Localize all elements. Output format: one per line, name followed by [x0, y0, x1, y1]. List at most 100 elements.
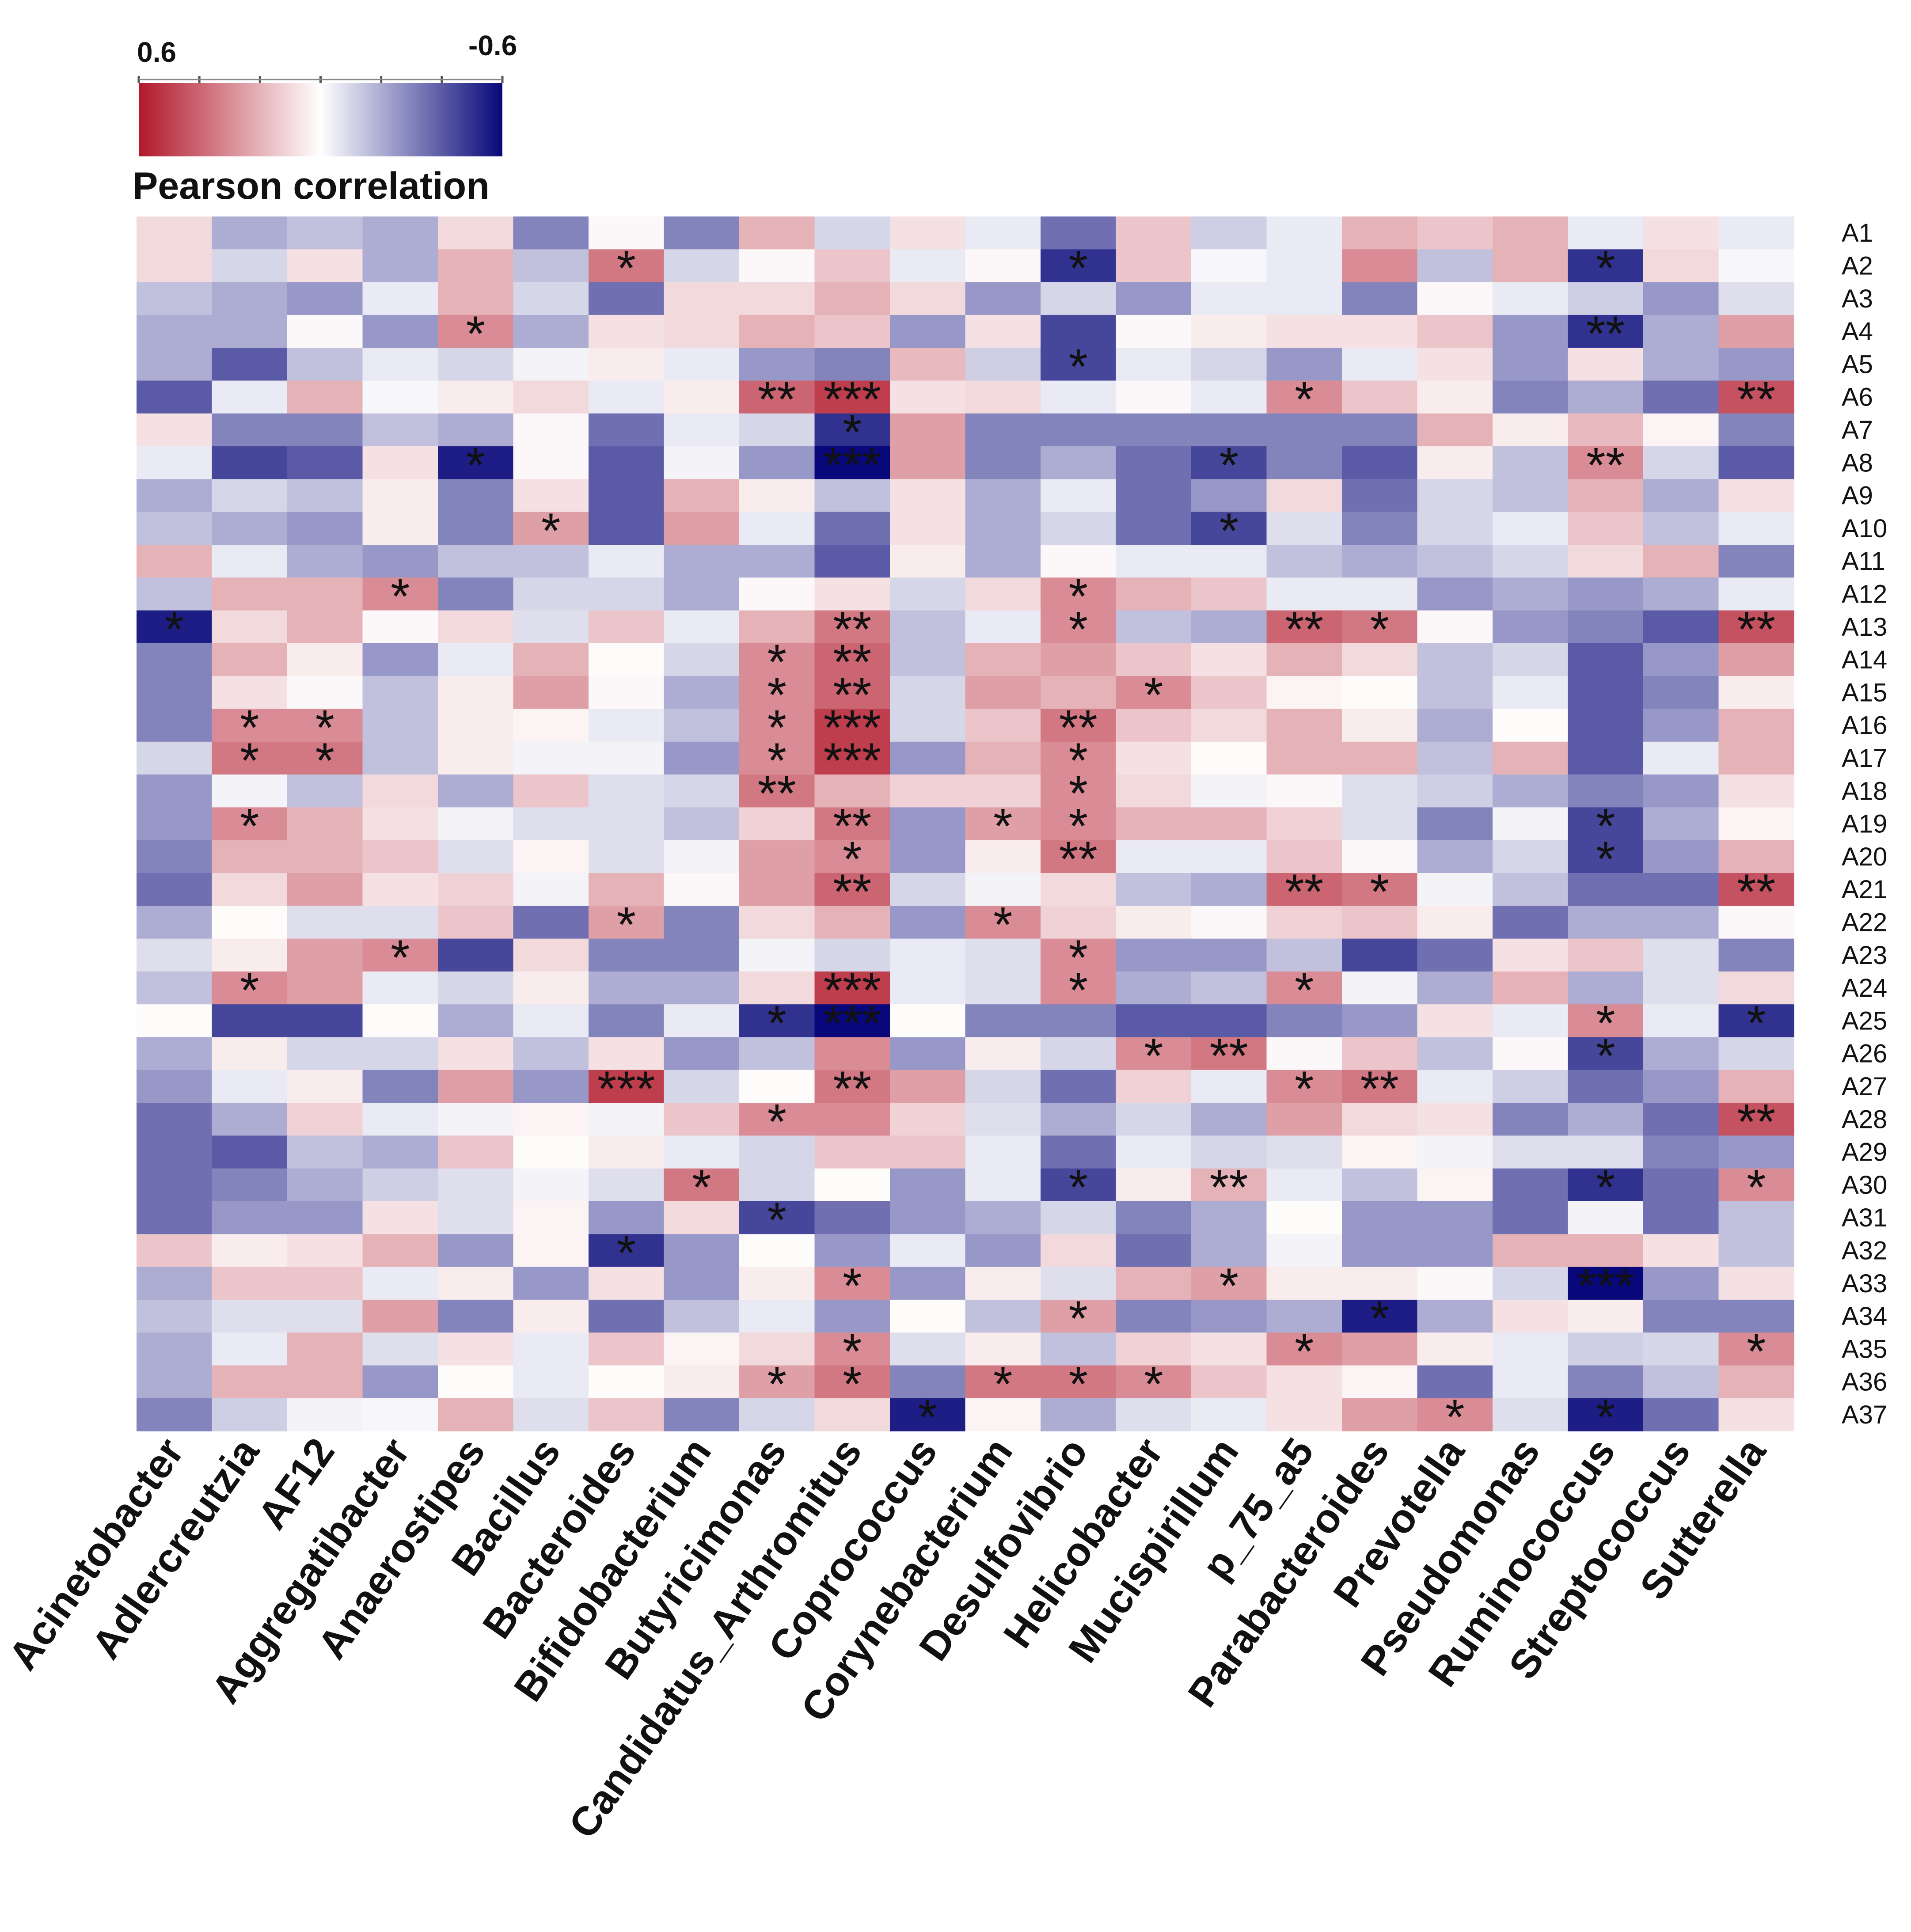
significance-label: *	[767, 1192, 786, 1248]
heatmap-cell	[1041, 643, 1117, 676]
heatmap-cell	[965, 840, 1041, 873]
heatmap-cell	[362, 873, 438, 906]
heatmap-cell	[1568, 1299, 1644, 1333]
heatmap-cell	[362, 577, 438, 611]
heatmap-cell	[1342, 643, 1418, 676]
heatmap-cell	[890, 1004, 966, 1038]
heatmap-cell	[513, 807, 589, 841]
heatmap-cell	[1116, 282, 1192, 315]
heatmap-cell	[1342, 380, 1418, 414]
heatmap-cell	[890, 479, 966, 512]
significance-label: *	[1068, 963, 1088, 1018]
heatmap-cell	[1266, 216, 1342, 250]
heatmap-cell	[513, 774, 589, 808]
heatmap-cell	[513, 315, 589, 348]
significance-label: *	[1219, 1258, 1239, 1313]
heatmap-cell	[438, 774, 514, 808]
heatmap-cell	[1342, 413, 1418, 447]
legend-ticks	[137, 76, 504, 83]
heatmap-cell	[287, 774, 363, 808]
heatmap-cell	[362, 512, 438, 545]
heatmap-cell	[362, 840, 438, 873]
heatmap-cell	[1643, 741, 1719, 775]
heatmap-cell	[1342, 446, 1418, 479]
heatmap-cell	[1643, 446, 1719, 479]
row-label: A20	[1842, 843, 1887, 871]
heatmap-cell	[814, 512, 890, 545]
heatmap-cell	[814, 938, 890, 972]
heatmap-cell	[965, 1201, 1041, 1234]
heatmap-cell	[1568, 413, 1644, 447]
heatmap-cell	[362, 709, 438, 742]
heatmap-cell	[1116, 1234, 1192, 1268]
heatmap-cell	[1493, 1267, 1569, 1300]
heatmap-cell	[739, 315, 815, 348]
row-label: A19	[1842, 810, 1887, 839]
heatmap-cell	[1568, 1168, 1644, 1202]
heatmap-cell	[212, 807, 288, 841]
heatmap-cell	[1493, 1299, 1569, 1333]
heatmap-cell	[1417, 216, 1493, 250]
heatmap-cell	[589, 413, 665, 447]
heatmap-cell	[287, 315, 363, 348]
heatmap-cell	[664, 1267, 740, 1300]
heatmap-cell	[739, 906, 815, 939]
heatmap-cell	[362, 971, 438, 1005]
heatmap-cell	[589, 479, 665, 512]
heatmap-cell	[664, 1037, 740, 1070]
heatmap-cell	[1417, 545, 1493, 578]
heatmap-cell	[739, 1004, 815, 1038]
heatmap-cell	[664, 1004, 740, 1038]
heatmap-cell	[664, 840, 740, 873]
heatmap-cell	[1417, 873, 1493, 906]
heatmap-cell	[1493, 413, 1569, 447]
heatmap-cell	[814, 577, 890, 611]
heatmap-cell	[137, 1398, 213, 1431]
heatmap-cell	[1417, 1135, 1493, 1169]
heatmap-cell	[1041, 282, 1117, 315]
heatmap-cell	[1266, 1365, 1342, 1399]
heatmap-cell	[1493, 1070, 1569, 1103]
heatmap-cell	[1718, 1332, 1794, 1366]
heatmap-cell	[513, 380, 589, 414]
heatmap-cell	[1568, 512, 1644, 545]
heatmap-cell	[739, 1168, 815, 1202]
heatmap-cell	[362, 774, 438, 808]
heatmap-cell	[890, 1234, 966, 1268]
heatmap-cell	[890, 1201, 966, 1234]
heatmap-cell	[965, 1365, 1041, 1399]
heatmap-cell	[814, 1201, 890, 1234]
heatmap-cell	[212, 906, 288, 939]
heatmap-cell	[1266, 1070, 1342, 1103]
heatmap-cell	[1718, 348, 1794, 381]
heatmap-cell	[438, 709, 514, 742]
heatmap-cell	[1718, 216, 1794, 250]
heatmap-cell	[589, 1004, 665, 1038]
heatmap-cell	[965, 938, 1041, 972]
heatmap-cell	[739, 216, 815, 250]
heatmap-cell	[814, 380, 890, 414]
heatmap-cell	[438, 1332, 514, 1366]
heatmap-cell	[1568, 873, 1644, 906]
heatmap-cell	[739, 249, 815, 283]
heatmap-cell	[438, 741, 514, 775]
heatmap-cell	[137, 741, 213, 775]
legend-min-label: -0.6	[468, 30, 517, 61]
heatmap-cell	[890, 348, 966, 381]
heatmap-cell	[1191, 479, 1267, 512]
heatmap-cell	[1116, 1365, 1192, 1399]
heatmap-cell	[1266, 643, 1342, 676]
heatmap-cell	[739, 1201, 815, 1234]
significance-label: ***	[597, 1061, 655, 1116]
heatmap-cell	[1191, 774, 1267, 808]
heatmap-cell	[438, 840, 514, 873]
heatmap-cell	[1417, 1168, 1493, 1202]
heatmap-cell	[287, 938, 363, 972]
row-label: A25	[1842, 1006, 1887, 1035]
heatmap-cell	[1266, 282, 1342, 315]
heatmap-cell	[438, 1135, 514, 1169]
heatmap-cell	[739, 512, 815, 545]
heatmap-cell	[1718, 1004, 1794, 1038]
heatmap-cell	[1041, 1332, 1117, 1366]
heatmap-cell	[1568, 282, 1644, 315]
